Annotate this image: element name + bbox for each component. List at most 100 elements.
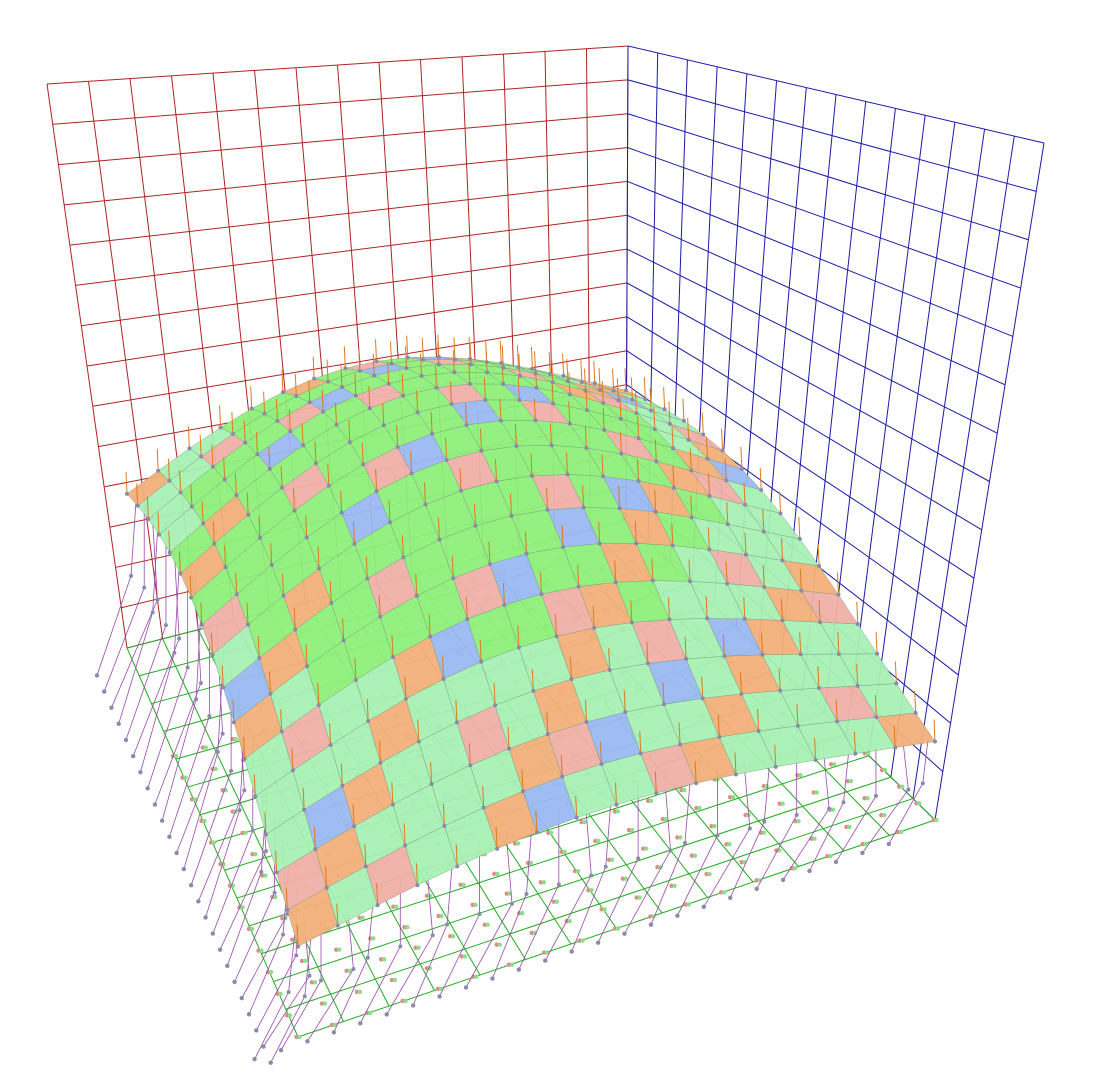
mesh-point (419, 373, 424, 378)
mesh-point (670, 543, 675, 548)
normal-vector (835, 699, 838, 722)
normal-vector (314, 441, 317, 464)
normal-vector (759, 468, 762, 491)
normal-vector (531, 668, 534, 691)
floor-dot-green (249, 926, 255, 932)
mesh-point (725, 581, 730, 586)
normal-vector (662, 682, 665, 705)
normal-vector (875, 631, 878, 654)
normal-vector (219, 405, 222, 428)
floor-dot-green (847, 824, 852, 830)
lattice-node (229, 768, 234, 773)
lattice-node (272, 890, 277, 895)
normal-vector (724, 458, 727, 481)
floor-dot-green (672, 883, 677, 888)
mesh-point (465, 617, 470, 622)
normal-vector (575, 795, 578, 818)
mesh-point (761, 529, 766, 534)
lattice-edge (288, 934, 295, 993)
normal-vector (653, 407, 656, 430)
mesh-point (597, 541, 602, 546)
mesh-point (607, 668, 612, 673)
mesh-point (301, 443, 306, 448)
side-wall-grid-line-u14 (934, 142, 1045, 821)
lattice-node (242, 788, 247, 793)
lattice-edge (307, 968, 354, 1042)
mesh-point (366, 719, 371, 724)
mesh-point (778, 688, 783, 693)
mesh-point (230, 432, 235, 437)
mesh-point (268, 691, 273, 696)
mesh-point (199, 622, 204, 627)
normal-vector (743, 596, 746, 619)
mesh-point (288, 429, 293, 434)
normal-vector (721, 428, 724, 451)
normal-vector (601, 381, 604, 404)
floor-dot-green (812, 836, 817, 841)
lattice-node (177, 636, 182, 641)
lattice-edge (169, 716, 210, 837)
normal-vector (817, 544, 820, 567)
lattice-edge (729, 821, 765, 898)
mesh-point (700, 696, 705, 701)
floor-dot-green (582, 819, 587, 825)
mesh-point (638, 751, 643, 756)
lattice-edge (888, 783, 924, 845)
mesh-point (335, 923, 340, 928)
lattice-node (463, 985, 469, 990)
normal-vector (485, 340, 488, 363)
normal-vector (301, 423, 304, 446)
normal-vector (501, 345, 504, 368)
normal-vector (325, 865, 328, 888)
mesh-point (560, 774, 565, 779)
normal-vector (354, 373, 357, 396)
floor-dot-green (589, 888, 594, 893)
lattice-edge (677, 835, 718, 916)
floor-dot-green (368, 1010, 373, 1016)
lattice-node (138, 770, 143, 775)
normal-vector (499, 398, 502, 421)
control-lattice (94, 486, 930, 1065)
mesh-point (381, 423, 386, 428)
mesh-point (689, 515, 694, 520)
normal-vector (671, 523, 674, 546)
floor-dot-green (761, 830, 767, 835)
normal-vector (689, 448, 692, 471)
normal-vector (437, 517, 440, 540)
lattice-node (351, 966, 356, 971)
normal-vector (375, 339, 377, 362)
normal-vector (348, 420, 351, 443)
normal-vector (514, 424, 517, 447)
mesh-point (893, 745, 898, 750)
normal-vector (517, 625, 520, 648)
normal-vector (654, 489, 657, 512)
mesh-point (469, 362, 474, 367)
lattice-node (150, 610, 155, 615)
mesh-point (257, 656, 262, 661)
back-wall-grid-line-v7 (86, 282, 628, 367)
floor-dot-green (575, 868, 581, 874)
mesh-point (517, 397, 522, 402)
normal-vector (201, 501, 204, 524)
mesh-point (501, 365, 506, 370)
mesh-point (441, 677, 446, 682)
lattice-edge (161, 699, 197, 821)
floor-dot-green (332, 1022, 338, 1028)
floor-dot-green (528, 860, 534, 866)
lattice-node (198, 681, 203, 686)
lattice-edge (132, 638, 180, 757)
normal-vector (211, 632, 213, 655)
mesh-point (705, 616, 710, 621)
mesh-point (442, 823, 447, 828)
mesh-point (403, 843, 408, 848)
mesh-point (372, 373, 377, 378)
floor-dot-green (381, 957, 387, 962)
normal-vector (667, 597, 670, 620)
mesh-point (583, 388, 588, 393)
normal-vector (717, 714, 720, 738)
normal-vector (614, 560, 617, 583)
normal-vector (799, 632, 802, 655)
lattice-node (762, 819, 767, 824)
